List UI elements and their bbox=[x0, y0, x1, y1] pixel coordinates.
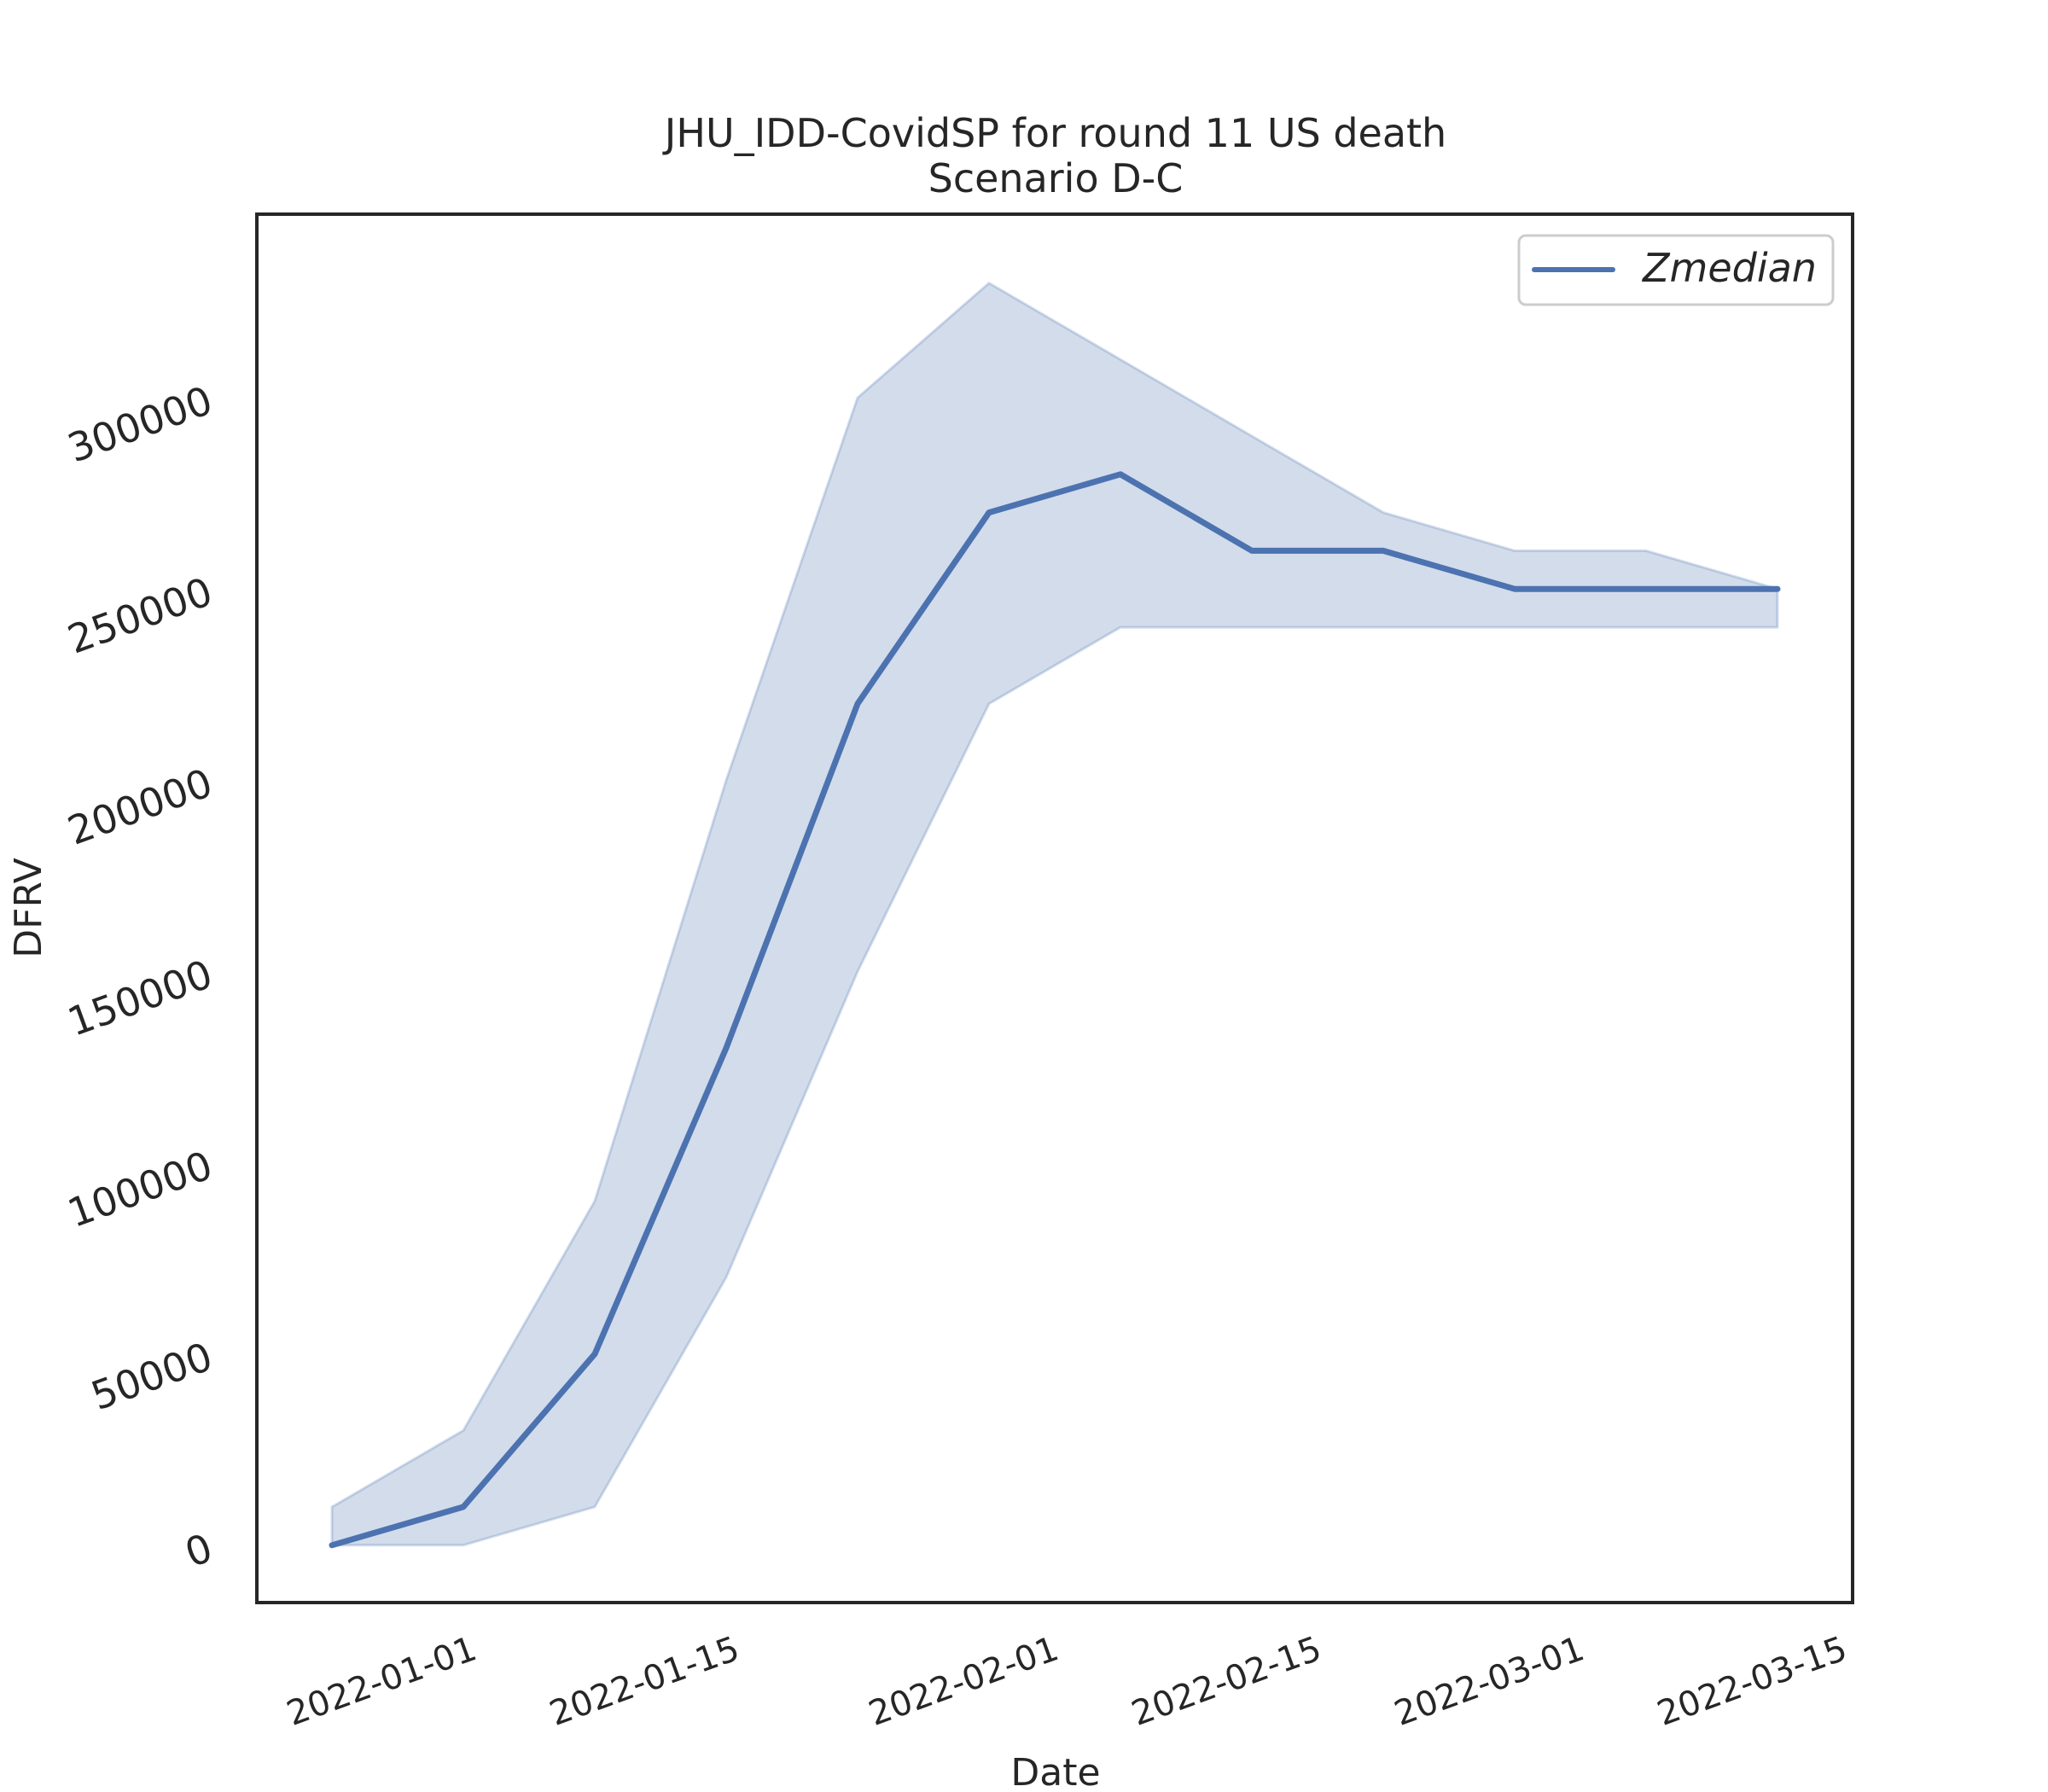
y-tick-label: 250000 bbox=[61, 568, 218, 663]
y-tick-label: 150000 bbox=[61, 951, 218, 1045]
legend-box bbox=[1517, 234, 1835, 306]
chart-subtitle: Scenario D-C bbox=[928, 155, 1184, 201]
y-axis-label: DFRV bbox=[7, 858, 50, 957]
x-tick-label: 2022-02-01 bbox=[864, 1629, 1063, 1734]
series-line-zmedian bbox=[329, 471, 1781, 1549]
x-tick-labels: 2022-01-01 2022-01-15 2022-02-01 2022-02-15… bbox=[282, 1629, 1852, 1734]
confidence-band bbox=[330, 281, 1779, 1547]
chart-title: JHU_IDD-CovidSP for round 11 US death bbox=[662, 110, 1446, 156]
x-tick-label: 2022-02-15 bbox=[1126, 1629, 1326, 1734]
x-tick-label: 2022-01-15 bbox=[544, 1629, 744, 1734]
y-tick-label: 200000 bbox=[61, 759, 218, 854]
y-tick-label: 50000 bbox=[85, 1333, 218, 1419]
x-tick-label: 2022-03-01 bbox=[1389, 1629, 1589, 1734]
y-tick-label: 300000 bbox=[61, 377, 218, 472]
y-tick-label: 0 bbox=[179, 1524, 218, 1576]
x-tick-label: 2022-01-01 bbox=[282, 1629, 481, 1734]
plot-frame bbox=[255, 212, 1854, 1604]
x-axis-label: Date bbox=[1010, 1751, 1100, 1792]
series-line-layer bbox=[329, 471, 1781, 1549]
y-tick-labels: 0 50000 100000 150000 200000 250000 300000 bbox=[61, 377, 218, 1576]
y-tick-label: 100000 bbox=[61, 1142, 218, 1236]
legend-label-zmedian: Zmedian bbox=[1641, 245, 1817, 291]
confidence-band-layer bbox=[330, 281, 1779, 1547]
legend: Zmedian bbox=[1517, 234, 1835, 306]
x-tick-label: 2022-03-15 bbox=[1652, 1629, 1852, 1734]
